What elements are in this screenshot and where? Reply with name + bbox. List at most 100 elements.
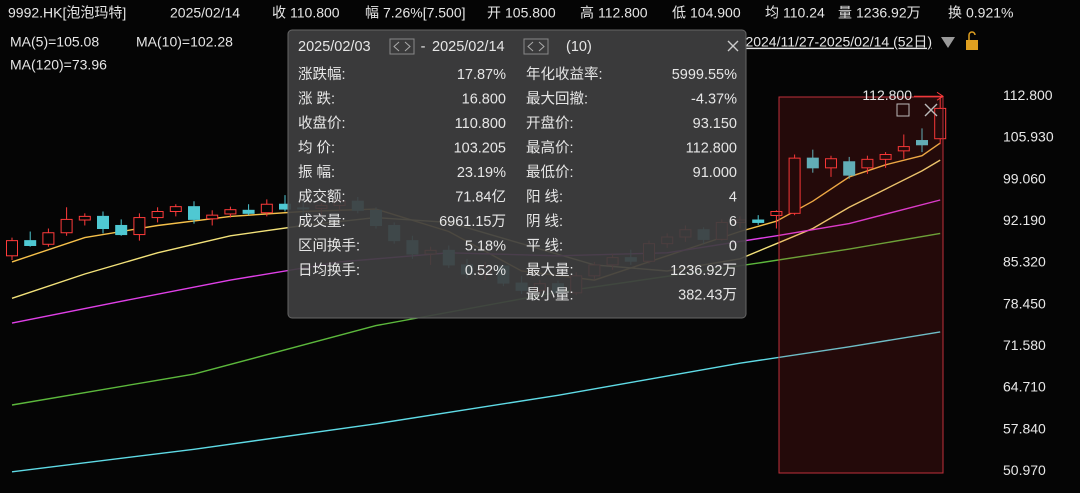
candle-body: [916, 140, 928, 146]
stat-label: 阳 线:: [526, 188, 563, 205]
max-label: 112.800: [862, 87, 912, 103]
stat-value: 17.87%: [457, 67, 506, 83]
max-arrow: [936, 91, 944, 101]
stat-value: 4: [729, 189, 737, 205]
legend: 2024/11/27-2025/02/14 (52日) MA(5)=105.08…: [10, 31, 978, 73]
quote-label: 量: [838, 5, 852, 21]
popup-start: 2025/02/03: [298, 39, 371, 55]
stat-label: 成交额:: [298, 187, 346, 205]
lock-icon[interactable]: [966, 40, 978, 50]
y-tick-label: 112.800: [1003, 87, 1053, 103]
stat-value: 23.19%: [457, 165, 506, 181]
y-tick-label: 57.840: [1003, 420, 1046, 436]
stat-value: 6961.15万: [439, 214, 506, 230]
candle-body: [897, 146, 910, 152]
close-icon[interactable]: [924, 103, 938, 117]
stat-label: 日均换手:: [298, 262, 360, 279]
restore-icon[interactable]: [896, 103, 910, 117]
popup-separator: -: [421, 39, 426, 55]
quote-value: 7.26%[7.500]: [383, 5, 466, 21]
stat-value: 112.800: [686, 140, 737, 156]
candle-body: [861, 158, 874, 169]
popup-panel: [287, 29, 747, 319]
candle-body: [60, 218, 73, 234]
legend-entry: MA(10)=102.28: [136, 34, 233, 50]
candle-body: [843, 161, 856, 176]
stat-label: 最小量:: [526, 286, 574, 303]
quote-label: 均: [765, 5, 779, 21]
candle-body: [188, 206, 200, 220]
stat-value: 16.800: [462, 91, 506, 107]
candle-body: [133, 217, 146, 236]
ma-line: [11, 331, 941, 473]
header: 9992.HK[泡泡玛特] 2025/02/14 收 110.800 幅 7.26%[…: [8, 5, 1013, 21]
legend-entry: MA(5)=105.08: [10, 34, 99, 50]
stat-label: 成交量:: [298, 212, 346, 230]
popup-count: (10): [566, 39, 592, 55]
candle-body: [806, 157, 819, 169]
date: 2025/02/14: [170, 5, 240, 21]
candle-body: [6, 240, 18, 257]
stat-label: 最低价:: [526, 164, 574, 181]
quote-value: 1236.92万: [856, 5, 921, 21]
stepper-arrows: [527, 41, 545, 52]
candle-body: [97, 215, 109, 230]
stat-label: 区间换手:: [298, 237, 360, 254]
y-tick-label: 78.450: [1003, 295, 1046, 311]
candle-body: [115, 224, 128, 236]
candle-body: [788, 157, 801, 214]
end-stepper[interactable]: [523, 38, 549, 55]
range-label[interactable]: 2024/11/27-2025/02/14 (52日): [745, 34, 932, 50]
annotation: 112.800: [862, 87, 944, 117]
stat-value: -4.37%: [691, 91, 737, 107]
y-tick-label: 71.580: [1003, 337, 1046, 353]
popup-close[interactable]: [727, 40, 739, 52]
y-tick-label: 105.930: [1003, 129, 1054, 145]
stat-label: 涨 跌:: [298, 90, 335, 107]
selection-range[interactable]: [778, 96, 944, 474]
candle-body: [752, 219, 765, 223]
stat-value: 0: [729, 238, 737, 254]
quote-value: 104.900: [690, 5, 741, 21]
stat-label: 最大回撤:: [526, 90, 588, 107]
y-tick-label: 50.970: [1003, 462, 1046, 478]
candle-body: [224, 209, 237, 215]
stat-label: 涨跌幅:: [298, 66, 346, 83]
quote-value: 0.921%: [966, 5, 1013, 21]
stat-value: 1236.92万: [670, 263, 737, 279]
stat-value: 5.18%: [465, 238, 506, 254]
stat-label: 平 线:: [526, 237, 563, 254]
candle-body: [169, 206, 182, 213]
stat-label: 振 幅:: [298, 164, 335, 181]
stat-label: 年化收益率:: [526, 66, 603, 83]
popup-end: 2025/02/14: [432, 39, 505, 55]
symbol: 9992.HK[泡泡玛特]: [8, 5, 126, 21]
candle-body: [825, 158, 837, 169]
start-stepper[interactable]: [389, 38, 415, 55]
dropdown-icon[interactable]: [941, 37, 955, 48]
y-tick-label: 64.710: [1003, 379, 1046, 395]
y-tick-label: 99.060: [1003, 170, 1046, 186]
range-popup: 2025/02/03 - 2025/02/14 (10) 涨跌幅: 17.87% 涨…: [287, 29, 747, 319]
stat-value: 110.800: [455, 116, 506, 132]
quote-label: 幅: [365, 5, 379, 21]
candle-body: [78, 215, 91, 221]
quote-value: 110.800: [290, 5, 340, 21]
stat-label: 阴 线:: [526, 213, 563, 230]
quote-label: 收: [272, 5, 286, 21]
candle-body: [934, 107, 947, 140]
stepper-arrows: [393, 41, 411, 52]
candle-body: [260, 203, 273, 214]
quote-label: 低: [672, 5, 686, 21]
candle-body: [151, 211, 164, 219]
stat-label: 均 价:: [298, 139, 335, 156]
stat-value: 103.205: [454, 140, 506, 156]
candle-body: [24, 240, 37, 246]
candle-body: [42, 232, 55, 245]
stat-value: 6: [729, 214, 737, 230]
stat-value: 5999.55%: [672, 67, 737, 83]
quote-label: 开: [487, 5, 501, 21]
quote-label: 高: [580, 5, 594, 21]
